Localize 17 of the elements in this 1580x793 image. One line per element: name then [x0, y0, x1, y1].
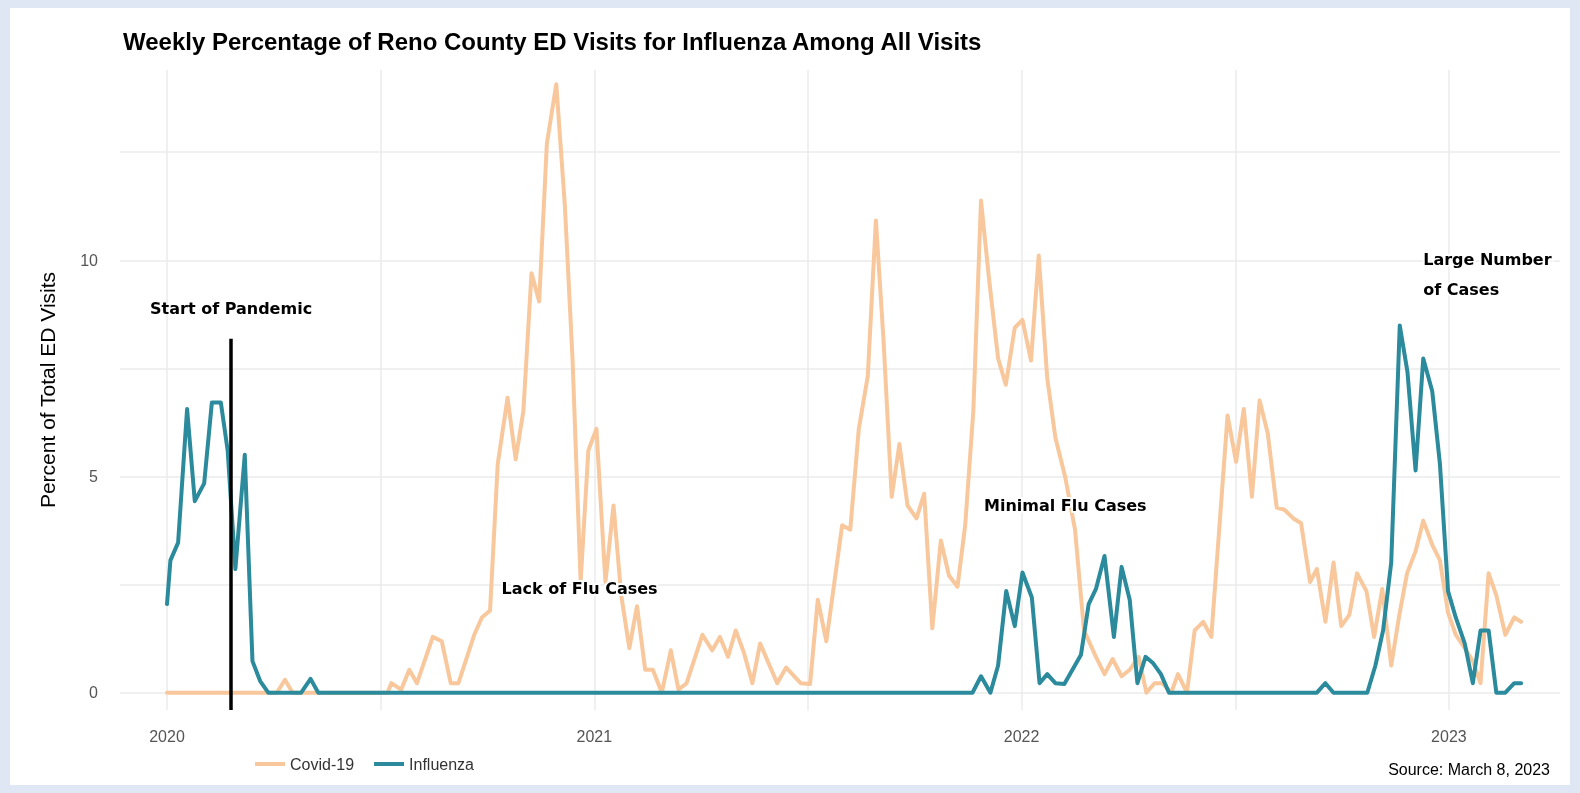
y-tick-label: 0 [89, 684, 99, 702]
legend-label: Influenza [409, 755, 475, 773]
annotation: Lack of Flu Cases [501, 578, 658, 598]
chart-title: Weekly Percentage of Reno County ED Visits for Influenza Among All Visits [123, 27, 982, 55]
y-tick-label: 10 [80, 251, 99, 269]
x-tick-label: 2021 [576, 727, 613, 745]
x-tick-label: 2022 [1003, 727, 1040, 745]
ref-line-label: Start of Pandemic [150, 299, 313, 319]
y-axis-title: Percent of Total ED Visits [36, 271, 59, 509]
y-tick-label: 5 [89, 467, 99, 485]
legend-label: Covid-19 [290, 755, 355, 773]
x-tick-label: 2023 [1431, 727, 1467, 745]
annotation: Large Number of Cases [1423, 250, 1552, 300]
annotation: Minimal Flu Cases [984, 495, 1147, 515]
line-series [165, 323, 1524, 695]
x-tick-label: 2020 [149, 727, 185, 745]
source-note: Source: March 8, 2023 [1388, 760, 1551, 778]
